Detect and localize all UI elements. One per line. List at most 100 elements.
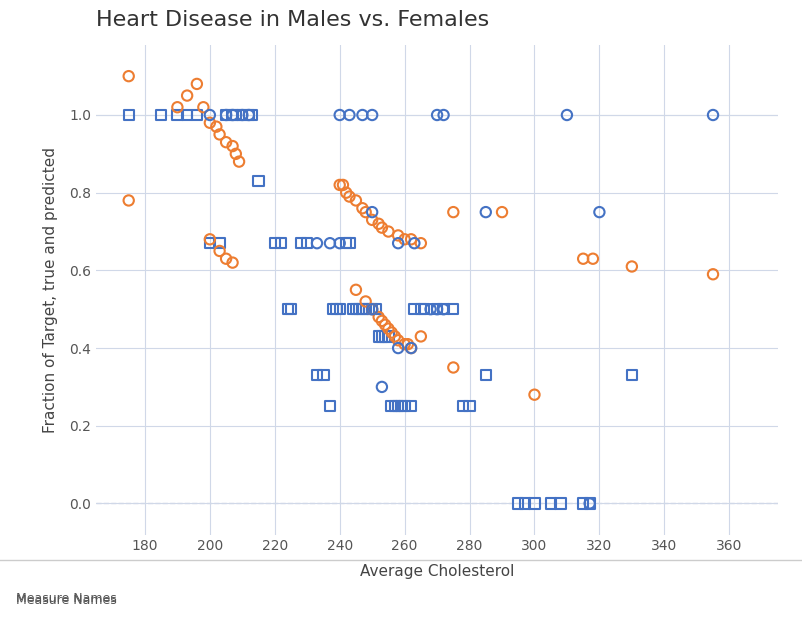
- Avg. Target: [415, 304, 427, 314]
- lambda=0.01, augmentation=on: [415, 238, 427, 249]
- Avg. Target: [343, 238, 356, 249]
- Avg. Target: [269, 238, 282, 249]
- Avg. Target: [282, 304, 294, 314]
- Avg. Target: [356, 304, 369, 314]
- Point: [431, 110, 444, 120]
- Avg. Target: [408, 304, 421, 314]
- Avg. Target: [528, 498, 541, 509]
- Point: [405, 343, 418, 353]
- Avg. Target: [353, 304, 366, 314]
- Avg. Target: [220, 110, 233, 120]
- X-axis label: Average Cholesterol: Average Cholesterol: [360, 565, 514, 580]
- Point: [323, 238, 336, 249]
- lambda=0.01, augmentation=on: [391, 231, 404, 241]
- Point: [593, 207, 606, 217]
- Point: [391, 238, 404, 249]
- Avg. Target: [213, 238, 226, 249]
- Avg. Target: [190, 110, 203, 120]
- lambda=0.01, augmentation=on: [226, 258, 239, 268]
- Avg. Target: [310, 370, 323, 381]
- lambda=0.01, augmentation=on: [229, 149, 242, 159]
- lambda=0.01, augmentation=on: [334, 180, 346, 190]
- Point: [204, 110, 217, 120]
- Avg. Target: [340, 238, 353, 249]
- Avg. Target: [391, 401, 404, 412]
- Y-axis label: Fraction of Target, true and predicted: Fraction of Target, true and predicted: [43, 147, 59, 433]
- lambda=0.01, augmentation=on: [210, 122, 223, 132]
- Avg. Target: [285, 304, 298, 314]
- lambda=0.01, augmentation=on: [204, 234, 217, 245]
- lambda=0.01, augmentation=on: [226, 141, 239, 151]
- Avg. Target: [385, 401, 398, 412]
- Point: [356, 110, 369, 120]
- lambda=0.01, augmentation=on: [359, 207, 372, 217]
- lambda=0.01, augmentation=on: [577, 254, 589, 264]
- Avg. Target: [437, 304, 450, 314]
- Avg. Target: [512, 498, 525, 509]
- lambda=0.01, augmentation=on: [707, 269, 719, 279]
- Point: [707, 110, 719, 120]
- Avg. Target: [554, 498, 567, 509]
- Point: [242, 110, 255, 120]
- lambda=0.01, augmentation=on: [528, 390, 541, 400]
- Avg. Target: [317, 370, 330, 381]
- Point: [334, 110, 346, 120]
- lambda=0.01, augmentation=on: [447, 363, 460, 373]
- Avg. Target: [294, 238, 307, 249]
- lambda=0.01, augmentation=on: [399, 339, 411, 349]
- Text: Measure Names: Measure Names: [16, 594, 117, 607]
- lambda=0.01, augmentation=on: [405, 343, 418, 353]
- Avg. Target: [363, 304, 375, 314]
- Avg. Target: [330, 304, 343, 314]
- Avg. Target: [359, 304, 372, 314]
- Point: [366, 110, 379, 120]
- Text: Heart Disease in Males vs. Females: Heart Disease in Males vs. Females: [96, 10, 489, 30]
- lambda=0.01, augmentation=on: [220, 254, 233, 264]
- Avg. Target: [275, 238, 288, 249]
- Point: [583, 498, 596, 509]
- lambda=0.01, augmentation=on: [340, 187, 353, 198]
- Avg. Target: [447, 304, 460, 314]
- lambda=0.01, augmentation=on: [356, 203, 369, 213]
- lambda=0.01, augmentation=on: [385, 327, 398, 337]
- lambda=0.01, augmentation=on: [405, 234, 418, 245]
- lambda=0.01, augmentation=on: [213, 246, 226, 256]
- Avg. Target: [577, 498, 589, 509]
- lambda=0.01, augmentation=on: [366, 214, 379, 225]
- lambda=0.01, augmentation=on: [399, 234, 411, 245]
- Avg. Target: [375, 331, 388, 341]
- lambda=0.01, augmentation=on: [372, 218, 385, 229]
- Avg. Target: [323, 401, 336, 412]
- Avg. Target: [463, 401, 476, 412]
- Avg. Target: [326, 304, 339, 314]
- lambda=0.01, augmentation=on: [350, 195, 363, 205]
- Avg. Target: [252, 176, 265, 186]
- Avg. Target: [405, 401, 418, 412]
- lambda=0.01, augmentation=on: [343, 191, 356, 202]
- lambda=0.01, augmentation=on: [447, 207, 460, 217]
- Point: [480, 207, 492, 217]
- lambda=0.01, augmentation=on: [350, 285, 363, 295]
- Avg. Target: [180, 110, 193, 120]
- Point: [437, 110, 450, 120]
- Point: [391, 343, 404, 353]
- Avg. Target: [382, 331, 395, 341]
- Point: [366, 304, 379, 314]
- Avg. Target: [626, 370, 638, 381]
- lambda=0.01, augmentation=on: [366, 304, 379, 314]
- Avg. Target: [545, 498, 557, 509]
- Avg. Target: [388, 401, 401, 412]
- Point: [334, 238, 346, 249]
- lambda=0.01, augmentation=on: [388, 331, 401, 341]
- Avg. Target: [369, 304, 382, 314]
- lambda=0.01, augmentation=on: [190, 79, 203, 89]
- Avg. Target: [431, 304, 444, 314]
- Avg. Target: [379, 331, 391, 341]
- lambda=0.01, augmentation=on: [122, 195, 135, 205]
- lambda=0.01, augmentation=on: [402, 339, 415, 349]
- Avg. Target: [155, 110, 168, 120]
- Point: [437, 304, 450, 314]
- Point: [226, 110, 239, 120]
- Avg. Target: [171, 110, 184, 120]
- lambda=0.01, augmentation=on: [586, 254, 599, 264]
